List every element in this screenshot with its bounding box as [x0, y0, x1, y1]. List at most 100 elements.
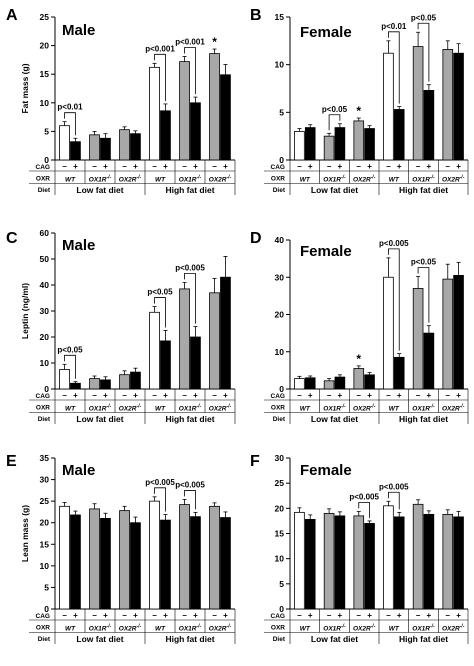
bar — [412, 503, 424, 610]
genotype-name: OX2R — [209, 406, 227, 413]
significance-bracket — [154, 53, 166, 101]
cag-sign: – — [212, 611, 217, 620]
bar — [70, 514, 81, 610]
cag-sign: – — [182, 162, 187, 171]
diet-label: High fat diet — [399, 634, 448, 644]
y-tick-label: 15 — [40, 539, 50, 549]
genotype-name: OX1R — [89, 626, 107, 633]
bar — [89, 134, 100, 161]
cag-sign: – — [212, 162, 217, 171]
bar — [412, 46, 424, 161]
bar — [383, 52, 394, 161]
row-label-oxr: OXR — [36, 405, 50, 412]
bar — [353, 515, 365, 610]
cag-sign: + — [367, 391, 372, 400]
y-tick-label: 0 — [44, 155, 49, 165]
diet-label: Low fat diet — [311, 414, 358, 424]
cag-sign: – — [152, 391, 157, 400]
bar — [100, 379, 111, 390]
row-label-diet: Diet — [273, 416, 286, 423]
row-label-cag: CAG — [271, 393, 285, 400]
bar — [190, 336, 201, 390]
genotype-superscript: -/- — [106, 624, 111, 630]
row-label-diet: Diet — [273, 636, 286, 643]
row-label-diet: Diet — [273, 187, 286, 194]
genotype-name: WT — [300, 177, 311, 184]
cag-sign: – — [357, 162, 362, 171]
p-value-label: p<0.001 — [145, 44, 175, 53]
genotype-superscript: -/- — [460, 404, 465, 410]
genotype-label: OX2R-/- — [119, 175, 142, 184]
bar — [130, 133, 141, 161]
panel-title: Male — [62, 22, 95, 39]
genotype-label: OX1R-/- — [179, 404, 202, 413]
bar — [179, 61, 190, 161]
significance-star: * — [356, 352, 361, 366]
genotype-name: OX2R — [353, 406, 371, 413]
panel-title: Male — [62, 462, 95, 479]
p-value-label: p<0.005 — [379, 482, 409, 491]
bar — [70, 141, 81, 161]
cag-sign: – — [297, 611, 302, 620]
bar — [59, 369, 70, 390]
genotype-label: WT — [155, 626, 166, 633]
bar — [190, 102, 201, 161]
genotype-label: WT — [155, 406, 166, 413]
genotype-superscript: -/- — [341, 624, 346, 630]
cag-sign: – — [446, 391, 451, 400]
genotype-name: OX2R — [119, 406, 137, 413]
row-label-cag: CAG — [36, 393, 50, 400]
bar — [364, 523, 375, 610]
genotype-superscript: -/- — [106, 175, 111, 181]
genotype-name: OX1R — [89, 177, 107, 184]
row-label-oxr: OXR — [36, 176, 50, 183]
bar — [130, 371, 141, 390]
bar — [160, 110, 171, 161]
y-tick-label: 15 — [275, 529, 285, 539]
panel-c: C Male Leptin (ng/ml) 0 10 20 30 40 50 60 p<0.05 p<… — [6, 228, 236, 424]
significance-bracket — [388, 31, 400, 104]
y-tick-label: 0 — [44, 604, 49, 614]
genotype-label: WT — [389, 177, 400, 184]
bar — [323, 380, 335, 390]
bar — [453, 516, 464, 610]
genotype-name: WT — [300, 626, 311, 633]
y-axis-label: Leptin (ng/ml) — [20, 283, 30, 339]
diet-label: Low fat diet — [311, 185, 358, 195]
significance-bracket — [64, 112, 76, 136]
p-value-label: p<0.005 — [379, 239, 409, 248]
bar — [453, 274, 464, 390]
bar — [334, 127, 346, 161]
genotype-label: WT — [389, 406, 400, 413]
significance-bracket — [184, 490, 196, 510]
genotype-name: OX1R — [412, 406, 430, 413]
bar — [59, 125, 70, 161]
bar — [383, 505, 394, 610]
panel-d: D Female 0 10 20 30 40 p<0.005 p<0.05 * CAG OXR Diet… — [250, 230, 469, 424]
genotype-label: OX1R-/- — [412, 624, 435, 633]
cag-sign: + — [456, 391, 461, 400]
bar — [130, 522, 141, 610]
bar — [304, 127, 316, 161]
genotype-name: OX2R — [442, 626, 460, 633]
y-tick-label: 30 — [40, 306, 50, 316]
row-label-oxr: OXR — [271, 405, 285, 412]
panel-letter: B — [250, 7, 262, 24]
cag-sign: – — [297, 162, 302, 171]
cag-sign: – — [327, 391, 332, 400]
bar — [442, 513, 454, 610]
diet-label: Low fat diet — [76, 414, 123, 424]
row-label-diet: Diet — [38, 416, 51, 423]
genotype-name: OX1R — [323, 406, 341, 413]
bar — [149, 66, 160, 161]
bar — [353, 120, 365, 161]
bar — [209, 53, 220, 161]
genotype-name: WT — [155, 626, 166, 633]
bar — [304, 377, 316, 390]
y-tick-label: 30 — [275, 453, 285, 463]
bar — [119, 374, 130, 390]
cag-sign: + — [73, 162, 78, 171]
genotype-label: WT — [65, 626, 76, 633]
y-tick-label: 15 — [275, 12, 285, 22]
